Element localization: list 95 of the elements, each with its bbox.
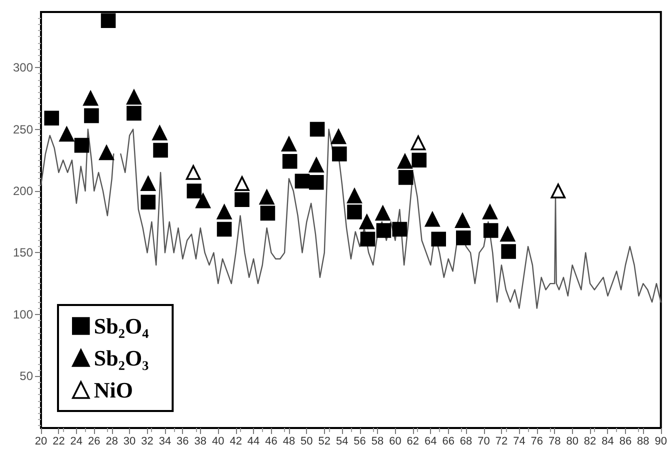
x-tick-label: 60	[389, 436, 402, 448]
point	[186, 165, 201, 180]
point	[500, 226, 516, 242]
point	[360, 232, 376, 247]
point	[331, 129, 346, 144]
point	[153, 142, 168, 158]
point	[196, 193, 210, 208]
y-tick-label: 250	[12, 122, 34, 136]
x-tick-label: 66	[442, 436, 454, 448]
point	[431, 232, 446, 247]
point	[59, 126, 74, 142]
y-tick-label: 300	[12, 60, 34, 75]
point	[309, 174, 324, 190]
point	[398, 170, 414, 185]
point	[99, 145, 114, 160]
point	[359, 214, 374, 230]
point	[259, 190, 274, 205]
point	[294, 174, 310, 189]
point	[410, 135, 426, 150]
x-tick-label: 26	[88, 436, 100, 448]
point	[186, 184, 202, 198]
point	[83, 91, 98, 106]
point	[282, 136, 296, 152]
x-tick-label: 70	[478, 436, 490, 448]
point	[482, 204, 498, 220]
point	[74, 138, 90, 153]
x-tick-label: 68	[460, 436, 472, 448]
x-tick-label: 90	[654, 436, 668, 448]
x-tick-label: 46	[265, 436, 278, 448]
y-tick-label: 50	[20, 369, 34, 384]
point	[260, 206, 276, 221]
x-tick-label: 74	[513, 436, 526, 448]
x-tick-label: 88	[637, 436, 650, 448]
x-tick-label: 36	[176, 436, 189, 448]
point	[347, 188, 362, 204]
x-tick-label: 86	[619, 436, 632, 448]
point	[310, 122, 325, 137]
x-tick-label: 22	[52, 436, 65, 448]
x-tick-label: 32	[141, 436, 154, 448]
point	[425, 212, 440, 227]
point	[550, 184, 566, 198]
point	[126, 90, 142, 105]
y-tick-label: 200	[12, 184, 34, 198]
x-tick-label: 80	[566, 436, 578, 448]
x-tick-label: 58	[371, 436, 384, 448]
x-tick-label: 24	[70, 436, 83, 448]
x-tick-label: 82	[584, 436, 596, 448]
x-tick-label: 34	[158, 436, 172, 448]
x-tick-label: 64	[424, 436, 437, 448]
point	[44, 110, 60, 126]
point	[216, 204, 232, 220]
point	[376, 223, 392, 238]
point	[152, 126, 168, 140]
point	[126, 106, 142, 121]
point	[282, 154, 298, 169]
point	[501, 244, 516, 259]
point	[140, 194, 156, 210]
x-tick-label: 44	[247, 436, 260, 448]
legend-label: Sb₂O₃	[94, 346, 150, 370]
point	[216, 222, 232, 237]
x-tick-label: 76	[530, 436, 544, 448]
x-tick-label: 30	[123, 436, 136, 448]
x-tick-label: 56	[354, 436, 366, 448]
x-tick-label: 42	[230, 436, 242, 448]
point	[100, 13, 116, 28]
x-tick-label: 40	[212, 436, 224, 448]
x-tick-label: 62	[406, 436, 420, 448]
legend-label: Sb₂O₄	[94, 314, 150, 338]
point	[455, 213, 470, 228]
point	[140, 176, 156, 191]
x-tick-label: 20	[34, 436, 48, 448]
x-tick-label: 84	[602, 436, 614, 448]
x-tick-label: 72	[495, 436, 508, 448]
x-tick-label: 28	[106, 436, 118, 448]
point	[456, 230, 471, 246]
point	[234, 176, 250, 191]
point	[375, 206, 390, 221]
x-tick-label: 52	[318, 436, 330, 448]
point	[84, 108, 99, 124]
x-tick-label: 48	[282, 436, 296, 448]
point	[483, 223, 498, 238]
y-tick-label: 150	[12, 246, 34, 260]
point	[392, 222, 408, 237]
point	[332, 146, 347, 162]
y-tick-label: 100	[12, 307, 34, 322]
point	[234, 192, 250, 208]
point	[412, 152, 427, 168]
x-tick-label: 78	[548, 436, 561, 448]
x-tick-label: 50	[300, 436, 313, 448]
legend-label: NiO	[94, 378, 134, 402]
x-tick-label: 54	[336, 436, 348, 448]
x-tick-label: 38	[194, 436, 207, 448]
point	[309, 158, 324, 172]
point	[347, 204, 362, 220]
point	[398, 154, 412, 169]
